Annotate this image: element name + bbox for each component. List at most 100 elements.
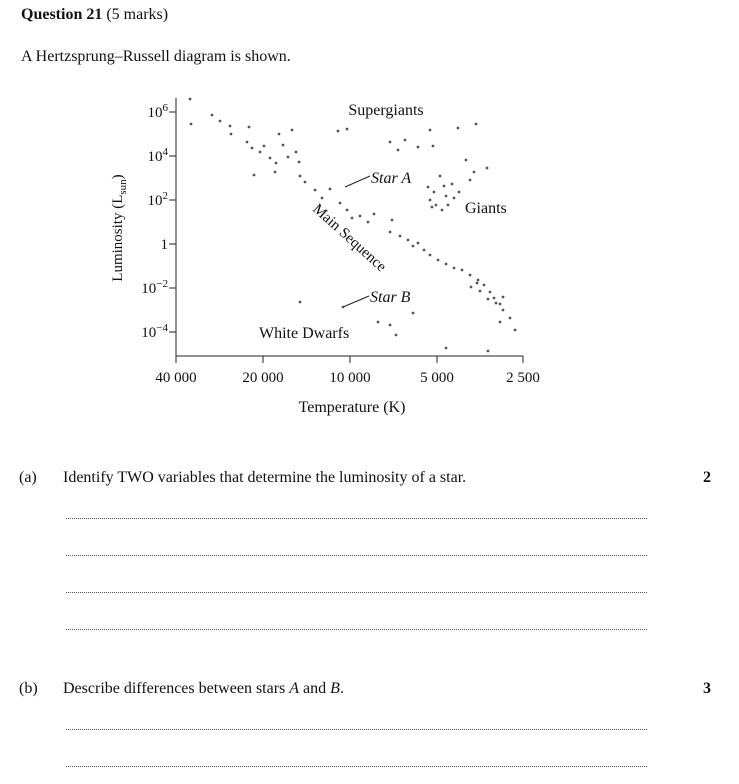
giants-label: Giants bbox=[465, 200, 507, 217]
answer-line[interactable] bbox=[66, 629, 647, 630]
star-point bbox=[438, 174, 442, 178]
star-point bbox=[210, 113, 214, 117]
hr-diagram: 106 104 102 1 10−2 10−4 40 000 20 000 10 000 5 0… bbox=[110, 97, 540, 416]
star-point bbox=[411, 244, 415, 248]
star-point bbox=[252, 173, 256, 177]
star-b-label: Star B bbox=[370, 289, 411, 306]
star-point bbox=[452, 266, 456, 270]
star-point bbox=[328, 187, 332, 191]
star-point bbox=[247, 125, 251, 129]
star-point bbox=[422, 248, 426, 252]
star-point bbox=[245, 140, 249, 144]
star-point bbox=[189, 122, 193, 126]
question-marks: (5 marks) bbox=[106, 6, 169, 23]
answer-line[interactable] bbox=[66, 592, 647, 593]
star-point bbox=[406, 238, 410, 242]
star-point bbox=[268, 156, 272, 160]
star-point bbox=[258, 150, 262, 154]
star-point bbox=[468, 178, 472, 182]
star-point bbox=[482, 283, 486, 287]
star-point bbox=[426, 185, 430, 189]
star-point bbox=[494, 301, 498, 305]
star-point bbox=[350, 216, 354, 220]
star-point bbox=[474, 122, 478, 126]
star-point bbox=[229, 132, 233, 136]
y-axis-label: Luminosity (Lsun) bbox=[110, 174, 129, 281]
star-point bbox=[388, 230, 392, 234]
star-point bbox=[297, 160, 301, 164]
supergiants-label: Supergiants bbox=[348, 102, 423, 119]
star-point bbox=[456, 126, 460, 130]
y-tick-label: 102 bbox=[148, 190, 169, 209]
star-point bbox=[431, 144, 435, 148]
star-a-label: Star A bbox=[371, 170, 411, 187]
star-point bbox=[476, 278, 480, 282]
star-point bbox=[446, 203, 450, 207]
star-point bbox=[478, 289, 482, 293]
star-point bbox=[394, 333, 398, 337]
star-point bbox=[442, 184, 446, 188]
y-tick-label: 10−2 bbox=[141, 278, 168, 297]
answer-line[interactable] bbox=[66, 729, 647, 730]
star-point bbox=[274, 161, 278, 165]
star-point bbox=[416, 241, 420, 245]
star-point bbox=[341, 305, 345, 309]
star-point bbox=[513, 328, 517, 332]
answer-line[interactable] bbox=[66, 766, 647, 767]
star-point bbox=[430, 205, 434, 209]
star-point bbox=[432, 190, 436, 194]
star-point bbox=[298, 174, 302, 178]
star-point bbox=[468, 273, 472, 277]
star-point bbox=[440, 208, 444, 212]
star-point bbox=[486, 297, 490, 301]
star-point bbox=[388, 140, 392, 144]
star-point bbox=[320, 196, 324, 200]
star-point bbox=[390, 218, 394, 222]
star-point bbox=[434, 203, 438, 207]
star-point bbox=[262, 144, 266, 148]
star-point bbox=[428, 253, 432, 257]
star-point bbox=[290, 128, 294, 132]
star-point bbox=[486, 349, 490, 353]
star-point bbox=[281, 143, 285, 147]
star-point bbox=[277, 132, 281, 136]
part-b-label: (b) bbox=[19, 680, 38, 697]
star-point bbox=[376, 320, 380, 324]
star-point bbox=[336, 129, 340, 133]
star-point bbox=[485, 166, 489, 170]
question-title: Question 21 (5 marks) bbox=[21, 6, 168, 24]
star-point bbox=[475, 281, 479, 285]
star-point bbox=[286, 155, 290, 159]
answer-line[interactable] bbox=[66, 555, 647, 556]
star-point bbox=[398, 234, 402, 238]
main-sequence-label: Main Sequence bbox=[309, 201, 389, 275]
star-point bbox=[428, 128, 432, 132]
star-point bbox=[416, 145, 420, 149]
x-tick-label: 40 000 bbox=[155, 370, 196, 386]
question-intro: A Hertzsprung–Russell diagram is shown. bbox=[21, 48, 291, 65]
part-b-marks: 3 bbox=[703, 680, 711, 697]
star-point bbox=[366, 220, 370, 224]
star-point bbox=[436, 258, 440, 262]
y-tick-label: 104 bbox=[148, 146, 169, 165]
star-point bbox=[488, 290, 492, 294]
white-dwarfs-label: White Dwarfs bbox=[259, 325, 349, 342]
star-point bbox=[492, 296, 496, 300]
star-point bbox=[472, 170, 476, 174]
star-point bbox=[218, 119, 222, 123]
y-tick-label: 10−4 bbox=[141, 322, 168, 341]
star-point bbox=[396, 148, 400, 152]
x-ticks: 40 000 20 000 10 000 5 000 2 500 bbox=[155, 356, 540, 386]
star-point bbox=[498, 302, 502, 306]
star-point bbox=[444, 262, 448, 266]
star-point bbox=[411, 311, 415, 315]
question-number: Question 21 bbox=[21, 6, 103, 23]
star-point bbox=[464, 158, 468, 162]
answer-line[interactable] bbox=[66, 518, 647, 519]
star-point bbox=[313, 188, 317, 192]
star-point bbox=[501, 295, 505, 299]
star-point bbox=[273, 170, 277, 174]
x-tick-label: 10 000 bbox=[329, 370, 370, 386]
part-a-label: (a) bbox=[19, 469, 37, 486]
x-axis-label: Temperature (K) bbox=[299, 399, 406, 416]
